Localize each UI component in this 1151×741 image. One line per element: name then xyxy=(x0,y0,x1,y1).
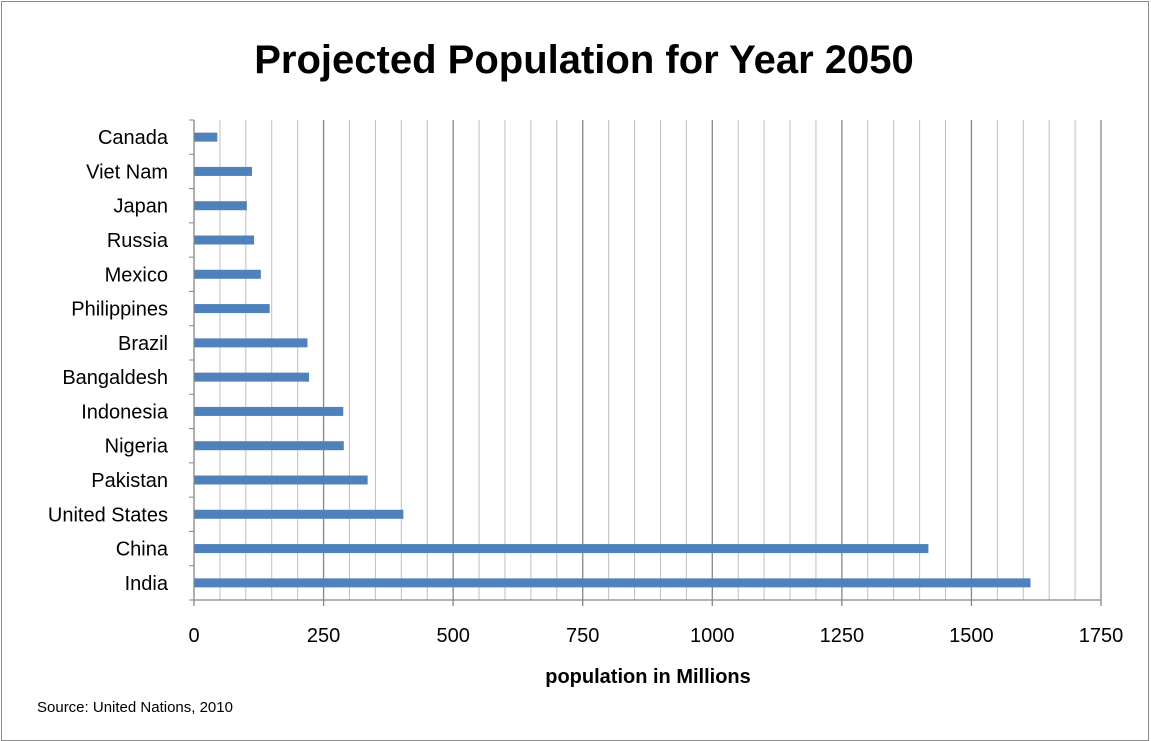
x-tick-label: 1250 xyxy=(820,625,865,647)
category-label: Philippines xyxy=(71,299,168,321)
tick-labels: 0 250 500 750 1000 1250 1500 1750 xyxy=(188,625,1123,647)
category-label: Bangaldesh xyxy=(62,367,168,389)
bar-russia xyxy=(194,235,255,245)
source-note: Source: United Nations, 2010 xyxy=(37,699,233,716)
category-label: Pakistan xyxy=(91,470,168,492)
bar-canada xyxy=(194,132,218,142)
bar-philippines xyxy=(194,304,270,314)
category-label: Indonesia xyxy=(81,401,169,423)
bar-brazil xyxy=(194,338,308,348)
x-tick-label: 1500 xyxy=(949,625,994,647)
category-label: Canada xyxy=(98,127,169,149)
category-label: India xyxy=(125,573,169,595)
category-labels: India China United States Pakistan Nigeria In… xyxy=(48,127,169,595)
bar-china xyxy=(194,544,929,554)
x-tick-label: 1750 xyxy=(1079,625,1124,647)
x-tick-label: 750 xyxy=(566,625,599,647)
category-label: Mexico xyxy=(105,264,168,286)
bar-mexico xyxy=(194,269,261,279)
bar-bangaldesh xyxy=(194,372,310,382)
category-label: United States xyxy=(48,504,168,526)
category-label: China xyxy=(116,539,169,561)
bar-united-states xyxy=(194,509,404,519)
category-label: Viet Nam xyxy=(86,161,168,183)
x-axis-title: population in Millions xyxy=(545,666,751,688)
bar-pakistan xyxy=(194,475,368,485)
bar-nigeria xyxy=(194,441,344,451)
x-tick-label: 1000 xyxy=(690,625,735,647)
category-label: Nigeria xyxy=(105,436,169,458)
bar-indonesia xyxy=(194,406,344,416)
bars xyxy=(194,132,1031,588)
chart-title: Projected Population for Year 2050 xyxy=(254,38,914,82)
bar-viet-nam xyxy=(194,166,253,176)
category-label: Japan xyxy=(114,196,169,218)
bar-india xyxy=(194,578,1031,588)
category-label: Brazil xyxy=(118,333,168,355)
x-tick-label: 250 xyxy=(307,625,340,647)
gridlines xyxy=(219,120,1102,600)
x-tick-label: 500 xyxy=(436,625,469,647)
category-label: Russia xyxy=(107,230,169,252)
bar-japan xyxy=(194,201,247,211)
bar-chart: Projected Population for Year 2050 India… xyxy=(37,38,1123,716)
x-tick-label: 0 xyxy=(188,625,199,647)
axes xyxy=(189,119,1102,606)
